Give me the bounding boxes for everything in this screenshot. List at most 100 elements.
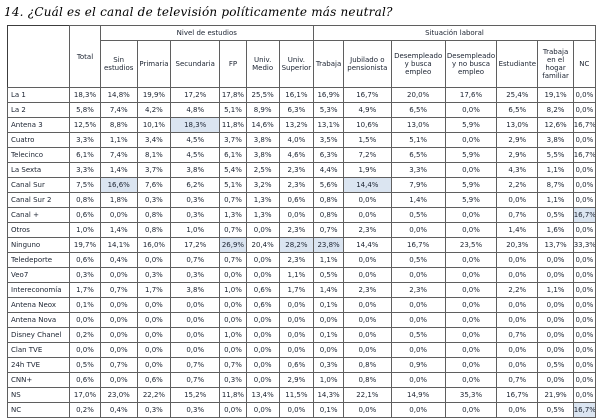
data-cell: 5,5%: [537, 147, 574, 163]
data-cell: 4,3%: [496, 162, 539, 178]
data-cell: 16,7%: [496, 387, 539, 403]
data-cell: 19,9%: [136, 87, 172, 103]
data-cell: 0,7%: [99, 357, 138, 373]
table-row: Antena 3 12,5% 8,8% 10,1% 18,3% 11,8% 14,6% 13,…: [6, 117, 597, 133]
data-cell: 18,3%: [170, 117, 221, 133]
data-cell: 0,0%: [312, 312, 345, 328]
row-label: Canal Sur: [6, 177, 71, 193]
data-cell: 16,7%: [572, 117, 597, 133]
data-cell: 1,7%: [278, 282, 315, 298]
column-header: Estudiante: [496, 40, 539, 88]
data-cell: 0,3%: [136, 192, 172, 208]
data-cell: 1,0%: [312, 372, 345, 388]
data-cell: 0,0%: [170, 342, 221, 358]
data-cell: 0,8%: [343, 357, 392, 373]
group-header-education: Nivel de estudios: [99, 25, 315, 41]
data-cell: 6,1%: [69, 147, 101, 163]
row-label: Intereconomía: [6, 282, 71, 298]
data-cell: 2,3%: [278, 252, 315, 268]
data-cell: 0,5%: [312, 267, 345, 283]
data-cell: 0,0%: [343, 297, 392, 313]
table-row: La 2 5,8% 7,4% 4,2% 4,8% 5,1% 8,9% 6,3% 5,3% 4,9%…: [6, 102, 597, 118]
data-cell: 3,3%: [69, 162, 101, 178]
data-cell: 1,4%: [390, 192, 446, 208]
data-cell: 0,0%: [496, 357, 539, 373]
data-cell: 0,0%: [444, 252, 498, 268]
data-cell: 16,1%: [278, 87, 315, 103]
table-row: Canal Sur 7,5% 16,6% 7,6% 6,2% 5,1% 3,2% 2,3% 5,…: [6, 177, 597, 193]
data-cell: 3,8%: [537, 132, 574, 148]
data-cell: 2,9%: [496, 132, 539, 148]
data-cell: 16,7%: [572, 402, 597, 418]
data-cell: 1,0%: [69, 222, 101, 238]
data-cell: 2,3%: [278, 177, 315, 193]
data-cell: 0,0%: [245, 267, 280, 283]
column-header: Trabaja en el hogar familiar: [537, 40, 574, 88]
row-label: Antena 3: [6, 117, 71, 133]
table-row: Telecinco 6,1% 7,4% 8,1% 4,5% 6,1% 3,8% 4,6% 6,3…: [6, 147, 597, 163]
data-cell: 0,6%: [136, 372, 172, 388]
table-row: La Sexta 3,3% 1,4% 3,7% 3,8% 5,4% 2,5% 2,3% 4,4%…: [6, 162, 597, 178]
data-cell: 20,0%: [390, 87, 446, 103]
data-cell: 23,5%: [444, 237, 498, 253]
data-cell: 0,9%: [390, 357, 446, 373]
data-cell: 6,5%: [390, 147, 446, 163]
row-label: La 2: [6, 102, 71, 118]
column-header-total: Total: [69, 25, 101, 88]
data-cell: 0,0%: [444, 327, 498, 343]
data-cell: 0,7%: [170, 372, 221, 388]
data-cell: 0,3%: [69, 267, 101, 283]
data-cell: 22,1%: [343, 387, 392, 403]
data-cell: 28,2%: [278, 237, 315, 253]
data-cell: 14,1%: [99, 237, 138, 253]
data-cell: 1,1%: [312, 252, 345, 268]
data-cell: 0,0%: [390, 222, 446, 238]
data-cell: 3,2%: [245, 177, 280, 193]
data-cell: 0,0%: [245, 372, 280, 388]
data-cell: 0,0%: [69, 342, 101, 358]
data-cell: 0,0%: [245, 312, 280, 328]
data-cell: 0,7%: [170, 252, 221, 268]
column-header: Sin estudios: [99, 40, 138, 88]
data-cell: 0,3%: [170, 267, 221, 283]
data-cell: 25,5%: [245, 87, 280, 103]
data-cell: 0,0%: [245, 402, 280, 418]
table-row: NS 17,0% 23,0% 22,2% 15,2% 11,8% 13,4% 11,5% 14,…: [6, 387, 597, 403]
data-cell: 4,9%: [343, 102, 392, 118]
data-cell: 6,5%: [496, 102, 539, 118]
data-cell: 0,0%: [444, 222, 498, 238]
data-cell: 0,0%: [444, 132, 498, 148]
table-row: Teledeporte 0,6% 0,4% 0,0% 0,7% 0,7% 0,0% 2,3% 1…: [6, 252, 597, 268]
data-cell: 0,8%: [136, 207, 172, 223]
data-cell: 0,0%: [245, 357, 280, 373]
data-cell: 8,8%: [99, 117, 138, 133]
data-cell: 5,8%: [69, 102, 101, 118]
data-cell: 0,6%: [69, 207, 101, 223]
data-cell: 0,0%: [572, 357, 597, 373]
data-cell: 0,0%: [572, 387, 597, 403]
column-header: NC: [572, 40, 597, 88]
data-cell: 0,7%: [496, 327, 539, 343]
row-label: Canal +: [6, 207, 71, 223]
data-cell: 0,5%: [390, 327, 446, 343]
data-cell: 0,0%: [343, 192, 392, 208]
data-cell: 1,1%: [278, 267, 315, 283]
table-row: Canal Sur 2 0,8% 1,8% 0,3% 0,3% 0,7% 1,3% 0,6% 0…: [6, 192, 597, 208]
data-cell: 12,6%: [537, 117, 574, 133]
data-cell: 0,0%: [219, 312, 247, 328]
data-cell: 0,0%: [219, 297, 247, 313]
column-header: Desempleado y busca empleo: [390, 40, 446, 88]
table-row: Otros 1,0% 1,4% 0,8% 1,0% 0,7% 0,0% 2,3% 0,7% 2,3…: [6, 222, 597, 238]
data-cell: 0,0%: [572, 372, 597, 388]
row-label: Canal Sur 2: [6, 192, 71, 208]
data-cell: 0,0%: [537, 327, 574, 343]
data-cell: 0,0%: [170, 297, 221, 313]
data-cell: 1,9%: [343, 162, 392, 178]
data-cell: 0,6%: [278, 357, 315, 373]
table-header: Total Nivel de estudios Situación labora…: [6, 25, 597, 88]
data-cell: 23,0%: [99, 387, 138, 403]
data-cell: 1,1%: [537, 162, 574, 178]
row-label: La Sexta: [6, 162, 71, 178]
data-cell: 0,0%: [444, 357, 498, 373]
data-cell: 0,1%: [312, 402, 345, 418]
